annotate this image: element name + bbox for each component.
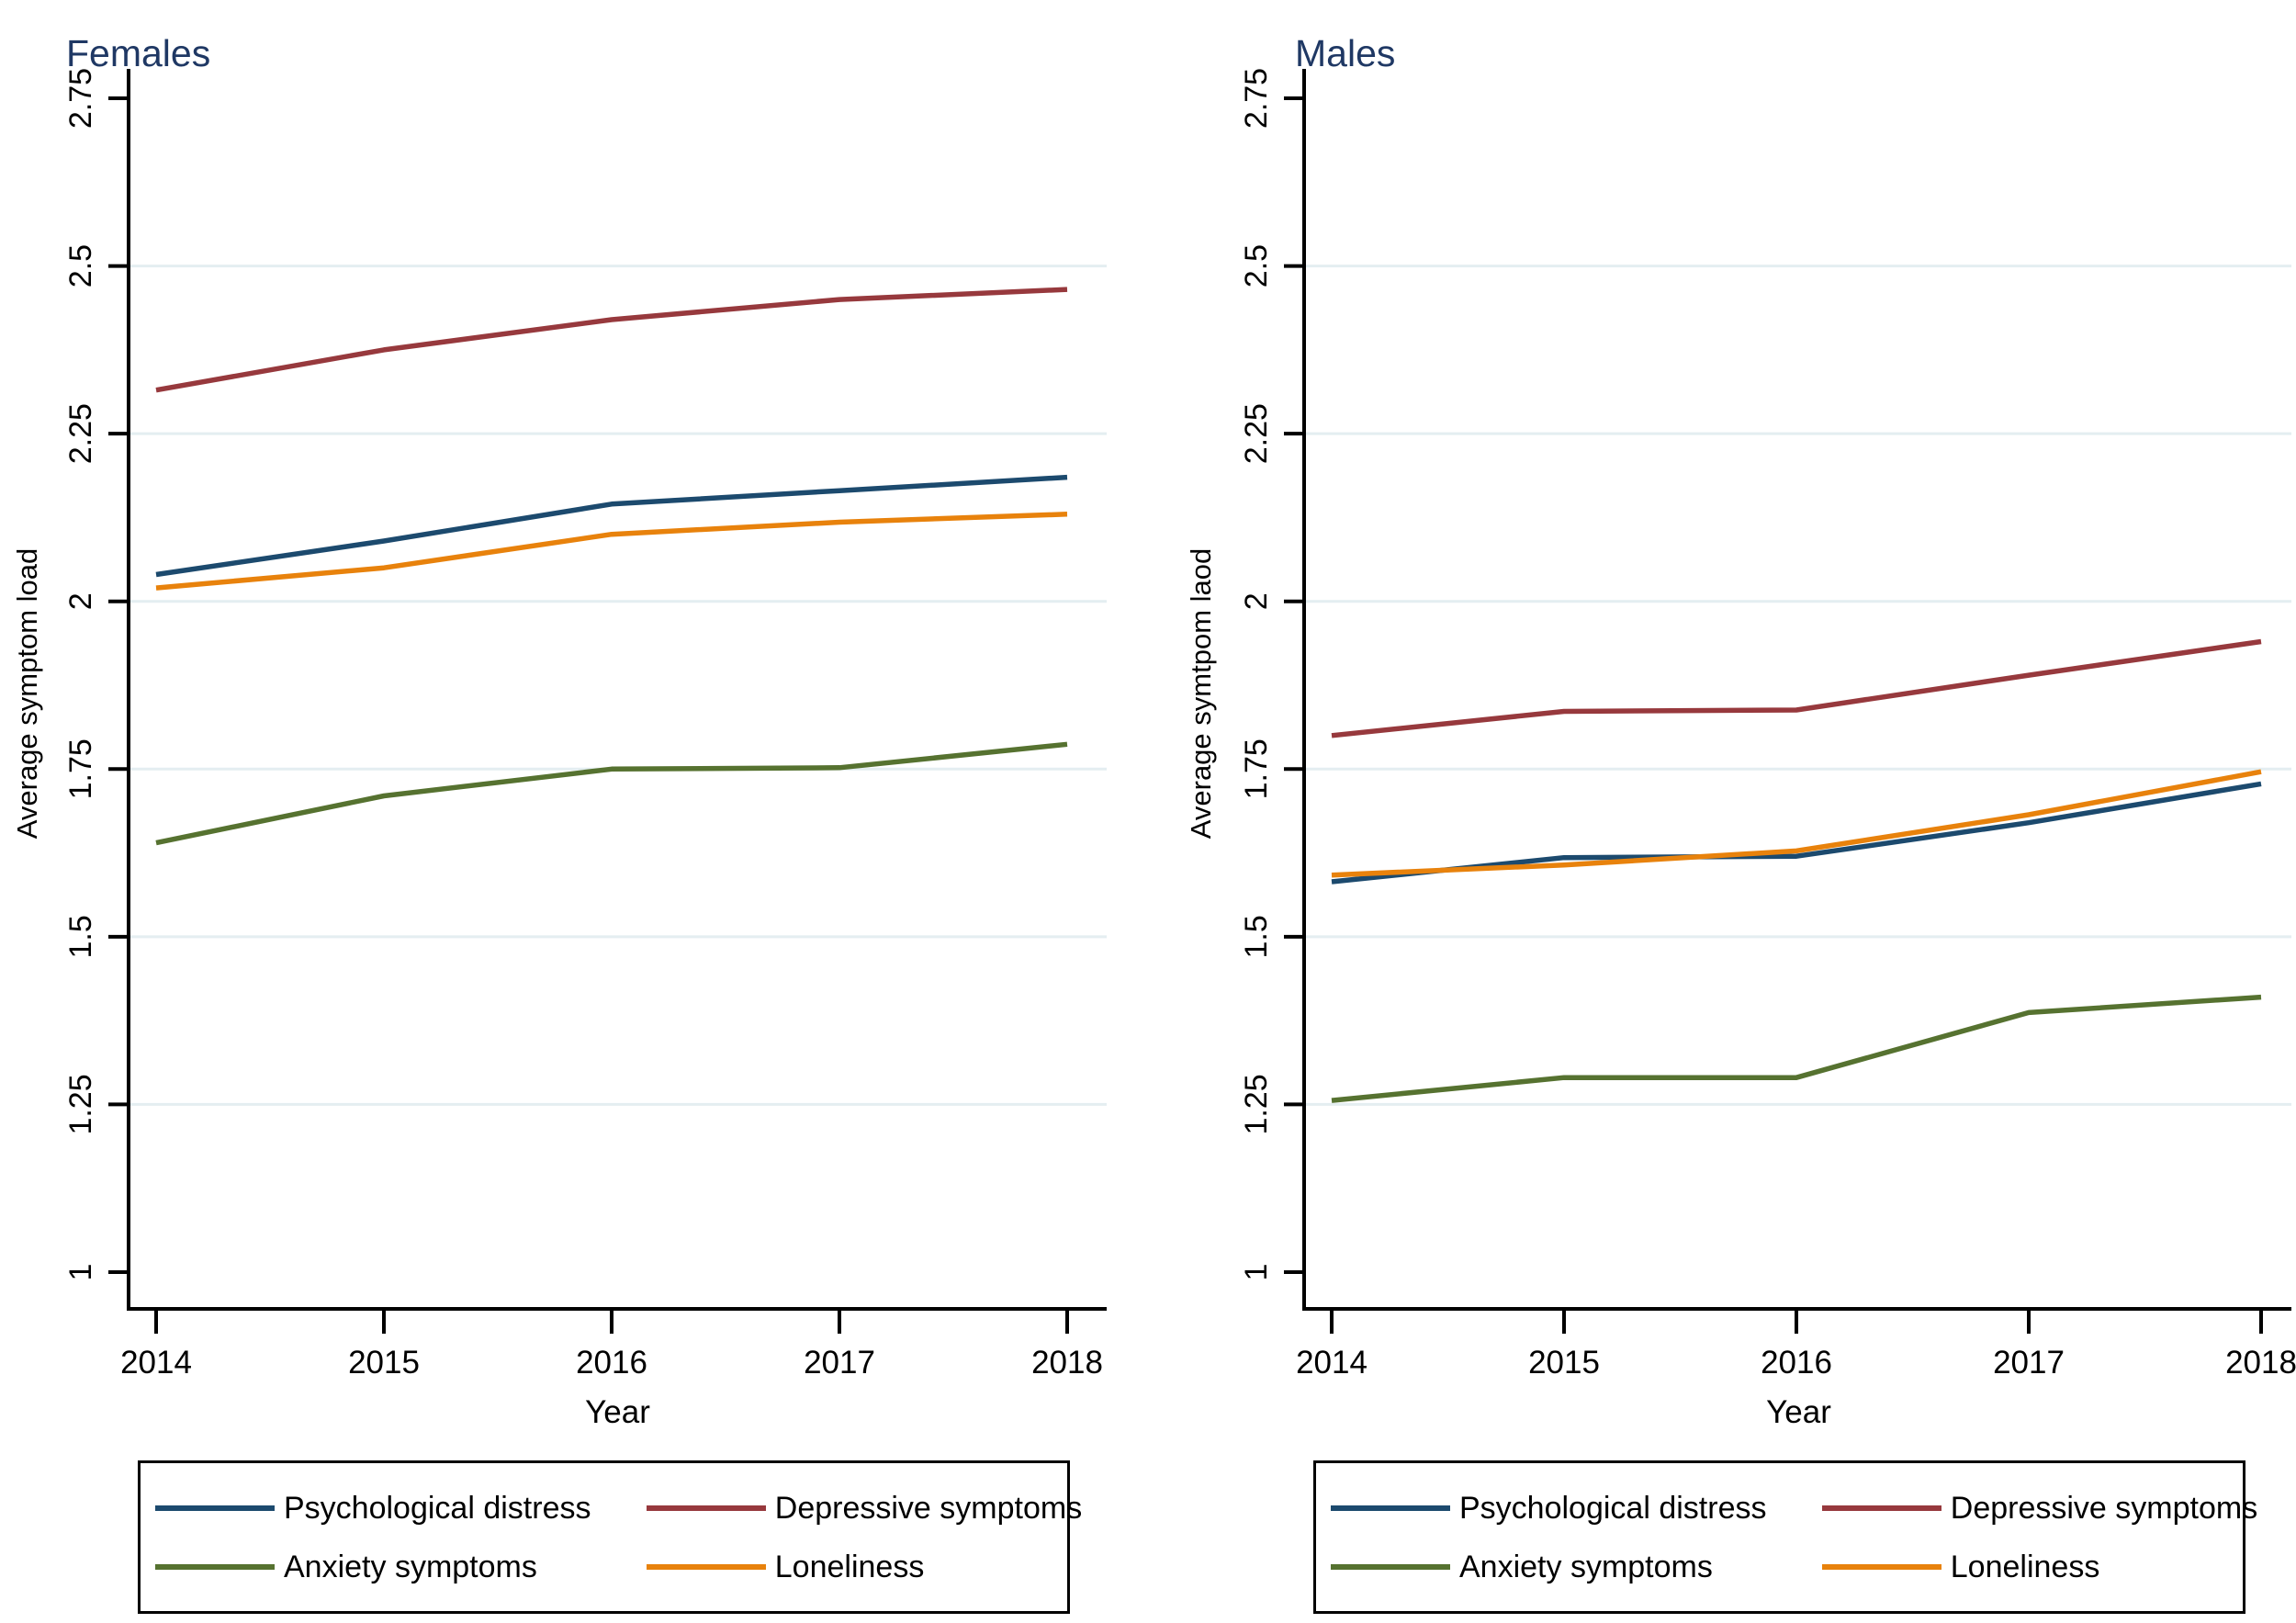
series-line-loneliness bbox=[155, 512, 1068, 591]
legend-swatch-depressive-symptoms bbox=[646, 1505, 766, 1511]
x-axis-label-males: Year bbox=[1766, 1394, 1831, 1430]
x-tick-label: 2017 bbox=[1993, 1345, 2065, 1381]
legend-swatch-loneliness bbox=[646, 1563, 766, 1570]
x-tick-label: 2016 bbox=[576, 1345, 647, 1381]
legend-item-loneliness: Loneliness bbox=[632, 1551, 1067, 1583]
legend-females: Psychological distress Depressive symptom… bbox=[138, 1460, 1082, 1614]
x-tick-label: 2014 bbox=[1296, 1345, 1367, 1381]
legend-item-psychological-distress: Psychological distress bbox=[1316, 1493, 1807, 1524]
y-tick-label: 1.25 bbox=[1239, 1074, 1274, 1134]
series-line-psychological-distress bbox=[155, 474, 1068, 578]
series-line-psychological-distress bbox=[1331, 781, 2262, 885]
legend-item-anxiety-symptoms: Anxiety symptoms bbox=[1316, 1551, 1807, 1583]
series-line-depressive-symptoms bbox=[1331, 638, 2262, 738]
y-tick-label: 2.5 bbox=[63, 244, 98, 287]
y-tick-label: 2.5 bbox=[1239, 244, 1274, 287]
legend-males: Psychological distress Depressive symptom… bbox=[1313, 1460, 2257, 1614]
x-tick-label: 2016 bbox=[1761, 1345, 1832, 1381]
legend-label: Loneliness bbox=[774, 1549, 925, 1584]
y-tick-label: 2.25 bbox=[63, 403, 98, 464]
panel-title-females: Females bbox=[66, 32, 211, 75]
legend-label: Anxiety symptoms bbox=[284, 1549, 537, 1584]
legend-label: Depressive symptoms bbox=[774, 1490, 1083, 1526]
x-tick-label: 2015 bbox=[1528, 1345, 1600, 1381]
y-tick-label: 1.5 bbox=[63, 915, 98, 958]
y-tick-label: 1 bbox=[63, 1264, 98, 1281]
panel-title-males: Males bbox=[1295, 32, 1396, 75]
x-tick-label: 2015 bbox=[348, 1345, 420, 1381]
y-tick-label: 2.25 bbox=[1239, 403, 1274, 464]
y-tick-label: 2.75 bbox=[63, 68, 98, 129]
series-line-anxiety-symptoms bbox=[1331, 994, 2262, 1103]
series-line-anxiety-symptoms bbox=[155, 741, 1068, 846]
x-tick-label: 2014 bbox=[120, 1345, 192, 1381]
legend-swatch-anxiety-symptoms bbox=[1331, 1563, 1450, 1570]
legend-swatch-anxiety-symptoms bbox=[155, 1563, 275, 1570]
series-line-loneliness bbox=[1331, 769, 2262, 878]
y-tick-label: 1 bbox=[1239, 1264, 1274, 1281]
legend-item-loneliness: Loneliness bbox=[1807, 1551, 2243, 1583]
x-tick-label: 2018 bbox=[1031, 1345, 1103, 1381]
legend-swatch-psychological-distress bbox=[155, 1505, 275, 1511]
legend-label: Anxiety symptoms bbox=[1459, 1549, 1713, 1584]
legend-item-depressive-symptoms: Depressive symptoms bbox=[632, 1493, 1082, 1524]
y-tick-label: 1.5 bbox=[1239, 915, 1274, 958]
legend-item-psychological-distress: Psychological distress bbox=[141, 1493, 632, 1524]
legend-label: Loneliness bbox=[1950, 1549, 2100, 1584]
line-plot-males: 2.75 2.5 2.25 2 1.75 1.5 1.25 1 2014 2015 2016 2017… bbox=[1239, 68, 2296, 1381]
x-tick-label: 2017 bbox=[804, 1345, 875, 1381]
legend-item-anxiety-symptoms: Anxiety symptoms bbox=[141, 1551, 632, 1583]
line-plot-females: 2.75 2.5 2.25 2 1.75 1.5 1.25 1 2014 2015 2016 2017… bbox=[63, 68, 1107, 1381]
series-line-depressive-symptoms bbox=[155, 287, 1068, 393]
y-tick-label: 1.25 bbox=[63, 1074, 98, 1134]
panel-females: Females Average symptom load 2.75 2.5 2.25… bbox=[11, 32, 1107, 1614]
y-tick-label: 2.75 bbox=[1239, 68, 1274, 129]
panel-males: Males Average symtpom laod 2.75 2.5 2.25 2 1… bbox=[1148, 0, 2296, 1623]
legend-label: Psychological distress bbox=[284, 1490, 591, 1526]
legend-swatch-psychological-distress bbox=[1331, 1505, 1450, 1511]
legend-label: Depressive symptoms bbox=[1950, 1490, 2258, 1526]
legend-item-depressive-symptoms: Depressive symptoms bbox=[1807, 1493, 2257, 1524]
legend-swatch-loneliness bbox=[1821, 1563, 1941, 1570]
y-tick-label: 1.75 bbox=[1239, 738, 1274, 799]
x-axis-label-females: Year bbox=[585, 1394, 650, 1430]
x-tick-label: 2018 bbox=[2225, 1345, 2296, 1381]
y-tick-label: 1.75 bbox=[63, 738, 98, 799]
legend-swatch-depressive-symptoms bbox=[1821, 1505, 1941, 1511]
y-tick-label: 2 bbox=[63, 592, 98, 610]
legend-label: Psychological distress bbox=[1459, 1490, 1767, 1526]
y-tick-label: 2 bbox=[1239, 592, 1274, 610]
